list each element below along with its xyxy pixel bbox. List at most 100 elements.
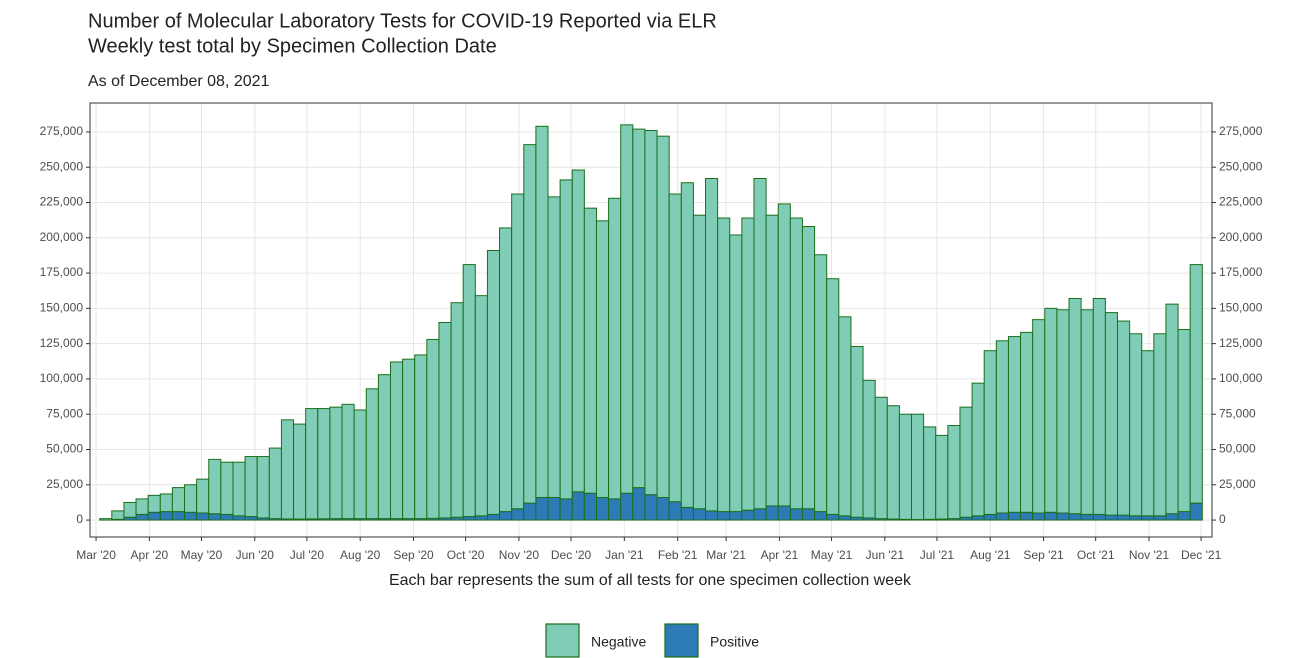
x-tick-label: Apr '20 (131, 548, 169, 562)
bar-segment (171, 487, 186, 513)
y2-tick-label: 125,000 (1219, 336, 1263, 350)
bar-segment (499, 227, 513, 513)
y-tick-label: 75,000 (46, 406, 83, 420)
bar-segment (656, 135, 670, 498)
bar-segment (1141, 515, 1155, 521)
bar-segment (377, 374, 391, 520)
bar-segment (850, 345, 864, 518)
y2-tick-label: 100,000 (1219, 371, 1263, 385)
x-tick-label: Oct '20 (447, 548, 485, 562)
bar-segment (692, 214, 707, 510)
bar-segment (971, 515, 985, 521)
bar-segment (935, 434, 949, 520)
x-axis-label: Each bar represents the sum of all tests… (389, 572, 912, 589)
x-tick-label: Feb '21 (658, 548, 698, 562)
x-tick-label: Mar '20 (76, 548, 116, 562)
bar-segment (244, 516, 258, 521)
bar-segment (111, 510, 125, 520)
bar-segment (571, 491, 585, 521)
bar-segment (220, 461, 234, 515)
bar-segment (171, 511, 186, 521)
y2-tick-label: 250,000 (1219, 159, 1263, 173)
y2-tick-label: 25,000 (1219, 477, 1256, 491)
bar-segment (1141, 350, 1155, 517)
bar-segment (232, 515, 246, 521)
bar-segment (1044, 307, 1058, 513)
y-tick-label: 0 (76, 512, 83, 526)
bar-segment (159, 493, 173, 513)
bar-segment (1153, 515, 1167, 521)
bar-segment (826, 278, 840, 515)
y-tick-label: 275,000 (40, 124, 84, 138)
bar-segment (1080, 309, 1094, 515)
bar-segment (1165, 303, 1179, 515)
bar-segment (293, 423, 307, 520)
bar-segment (426, 338, 440, 519)
bar-segment (244, 456, 258, 518)
bar-segment (632, 128, 646, 489)
y-tick-label: 250,000 (40, 159, 84, 173)
y-tick-label: 200,000 (40, 230, 84, 244)
bar-segment (184, 484, 198, 513)
bar-segment (668, 501, 682, 521)
x-tick-label: Jun '20 (236, 548, 275, 562)
bar-segment (1032, 512, 1046, 521)
chart-subtitle: Weekly test total by Specimen Collection… (88, 35, 497, 57)
x-tick-label: Aug '21 (970, 548, 1011, 562)
bar-segment (462, 516, 476, 521)
bar-segment (196, 512, 210, 521)
y2-tick-label: 0 (1219, 512, 1226, 526)
bar-segment (644, 130, 658, 496)
x-tick-label: Jul '20 (290, 548, 325, 562)
bar-segment (305, 408, 319, 520)
bar-segment (874, 396, 888, 520)
bar-segment (208, 513, 222, 521)
y-tick-label: 175,000 (40, 265, 84, 279)
bar-segment (595, 496, 610, 521)
bar-segment (765, 505, 779, 521)
bar-segment (753, 508, 767, 521)
bar-segment (995, 340, 1009, 514)
bar-segment (826, 513, 840, 521)
bar-segment (777, 505, 791, 521)
bar-segment (1007, 511, 1022, 521)
y2-tick-label: 200,000 (1219, 230, 1263, 244)
bar-segment (414, 354, 428, 520)
bar-segment (511, 193, 525, 510)
bar-segment (608, 498, 622, 521)
bar-segment (389, 361, 404, 520)
bar-segment (862, 379, 876, 519)
bar-segment (595, 220, 610, 498)
bar-segment (717, 511, 731, 521)
bar-segment (656, 496, 670, 521)
bar-segment (838, 515, 852, 521)
bar-segment (1032, 319, 1046, 514)
bar-segment (1007, 336, 1022, 513)
bar-segment (680, 506, 694, 521)
bar-segment (256, 456, 270, 519)
bar-segment (208, 458, 222, 515)
x-tick-label: Apr '21 (761, 548, 799, 562)
y-tick-label: 100,000 (40, 371, 84, 385)
bar-segment (814, 254, 828, 513)
bar-segment (1189, 264, 1203, 504)
bar-segment (196, 478, 210, 514)
bar-segment (450, 302, 464, 518)
bar-segment (1092, 513, 1106, 521)
bar-segment (1129, 333, 1143, 517)
y2-tick-label: 275,000 (1219, 124, 1263, 138)
bar-segment (741, 509, 755, 521)
legend-label: Positive (710, 634, 759, 650)
bar-segment (559, 179, 573, 500)
bar-segment (159, 511, 173, 521)
bar-segment (523, 144, 537, 504)
y2-tick-label: 150,000 (1219, 301, 1263, 315)
x-tick-label: Sep '20 (393, 548, 434, 562)
bar-segment (705, 510, 719, 521)
bar-segment (801, 225, 816, 510)
bar-segment (753, 178, 767, 510)
x-tick-label: Nov '21 (1129, 548, 1170, 562)
y-tick-label: 125,000 (40, 336, 84, 350)
x-tick-label: Jan '21 (605, 548, 644, 562)
bar-segment (462, 264, 476, 518)
